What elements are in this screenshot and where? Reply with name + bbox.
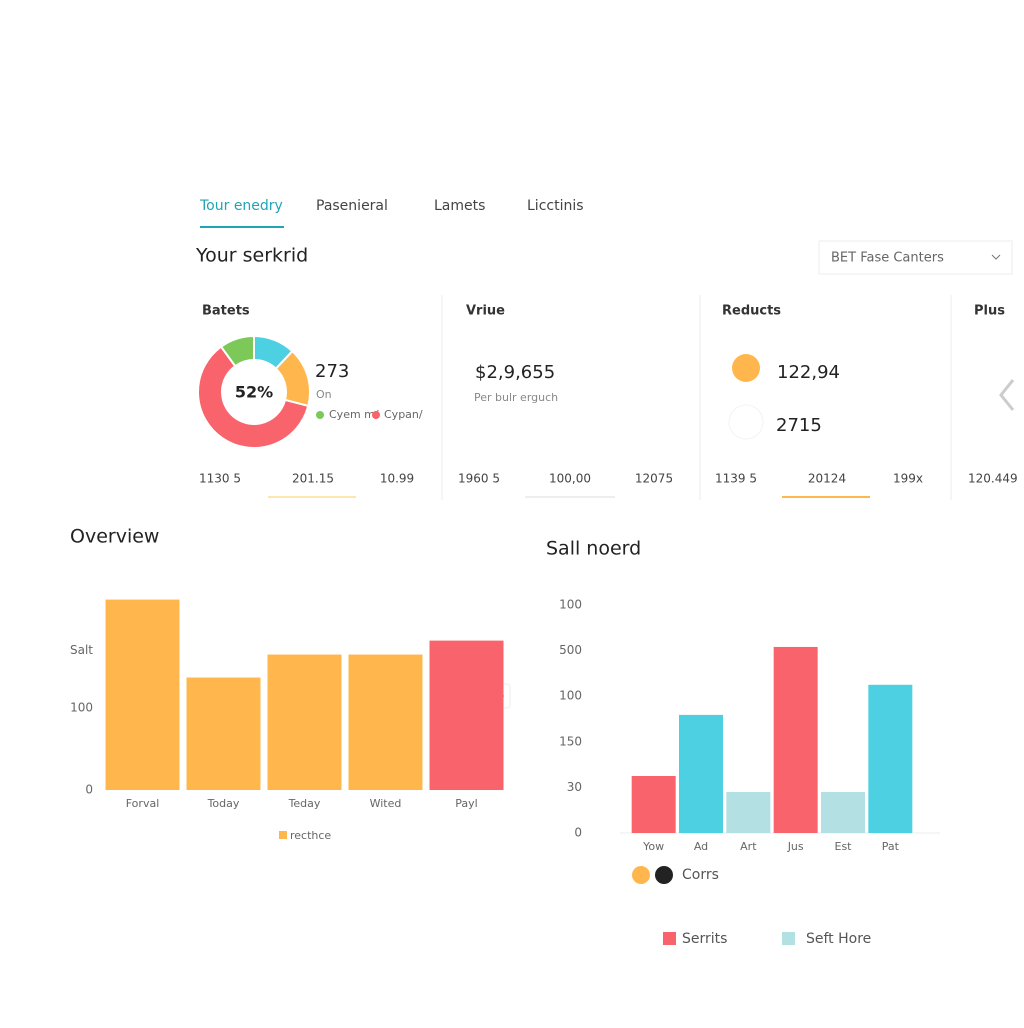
- y-tick-label: 0: [574, 826, 582, 840]
- legend-swatch: [663, 932, 676, 945]
- x-tick-label: Ad: [694, 840, 708, 853]
- legend-label: Cypan/: [384, 408, 423, 421]
- legend-dot: [655, 866, 673, 884]
- card-title: Vriue: [466, 304, 505, 319]
- legend-label: Serrits: [682, 931, 727, 947]
- donut-segment: [197, 345, 310, 449]
- card-title: Batets: [202, 304, 250, 319]
- legend-dot: [632, 866, 650, 884]
- icon: [732, 354, 760, 382]
- tab[interactable]: Lamets: [434, 198, 485, 214]
- y-tick-label: Salt: [70, 643, 93, 657]
- legend-swatch: [279, 831, 287, 839]
- dropdown-label: BET Fase Canters: [831, 251, 944, 266]
- card-value: 2715: [776, 415, 822, 436]
- y-tick-label: 100: [559, 689, 582, 703]
- bar: [186, 677, 261, 790]
- card-sub: Per bulr erguch: [474, 391, 558, 404]
- dividers: [441, 295, 952, 500]
- dropdown[interactable]: [818, 240, 1013, 275]
- y-tick-label: 30: [567, 780, 582, 794]
- card-value: 273: [315, 361, 349, 382]
- card-footer: 1139 5: [715, 472, 757, 486]
- tab[interactable]: Pasenieral: [316, 198, 388, 214]
- bar: [105, 599, 180, 790]
- x-tick-label: Jus: [787, 840, 804, 853]
- bar: [631, 776, 676, 833]
- legend-label: Corrs: [682, 867, 719, 883]
- card-footer: 12075: [635, 472, 673, 486]
- x-tick-label: Forval: [126, 797, 160, 810]
- bar: [429, 640, 504, 790]
- y-tick-label: 500: [559, 643, 582, 657]
- card-footer: 10.99: [380, 472, 414, 486]
- legend-label: Cyem m/: [329, 408, 379, 421]
- card-title: Plus: [974, 304, 1005, 319]
- card-footer: 120.449: [968, 472, 1018, 486]
- y-tick-label: 100: [70, 700, 93, 714]
- legend-swatch: [782, 932, 795, 945]
- bar: [679, 714, 723, 833]
- bar: [267, 654, 342, 790]
- card-value: $2,9,655: [475, 362, 555, 383]
- tab[interactable]: Licctinis: [527, 198, 584, 214]
- x-tick-label: Payl: [455, 797, 477, 810]
- card-sub: On: [316, 388, 332, 401]
- bar: [868, 684, 913, 833]
- y-tick-label: 150: [559, 734, 582, 748]
- heading: Your serkrid: [195, 245, 308, 267]
- x-tick-label: Art: [740, 840, 757, 853]
- x-tick-label: Yow: [642, 840, 664, 853]
- donut-segment: [219, 334, 255, 368]
- bar: [348, 654, 423, 790]
- y-tick-label: 100: [559, 598, 582, 612]
- card-footer: 100,00: [549, 472, 591, 486]
- x-tick-label: Pat: [882, 840, 900, 853]
- card-footer: 201.15: [292, 472, 334, 486]
- card-title: Reducts: [722, 304, 781, 319]
- donut-center: 52%: [235, 383, 273, 402]
- legend-label: Seft Hore: [806, 931, 871, 947]
- legend-dot: [372, 411, 380, 419]
- card-value: 122,94: [777, 362, 840, 383]
- bar: [773, 646, 818, 833]
- dropdown-arrow: [991, 254, 1001, 260]
- legend-dot: [316, 411, 324, 419]
- card-footer: 199x: [893, 472, 923, 486]
- tab[interactable]: Tour enedry: [199, 198, 283, 214]
- x-tick-label: Today: [207, 797, 240, 810]
- y-tick-label: 0: [85, 783, 93, 797]
- x-tick-label: Wited: [370, 797, 402, 810]
- x-tick-label: Teday: [288, 797, 321, 810]
- bar: [726, 791, 771, 833]
- card-footer: 1130 5: [199, 472, 241, 486]
- bar: [821, 791, 865, 833]
- card-footer: 1960 5: [458, 472, 500, 486]
- icon: [728, 404, 764, 440]
- card-footer: 20124: [808, 472, 846, 486]
- chart-title: Sall noerd: [546, 538, 641, 560]
- legend-label: recthce: [290, 829, 331, 842]
- chart-title: Overview: [70, 526, 159, 548]
- x-tick-label: Est: [835, 840, 853, 853]
- carousel-prev[interactable]: [999, 379, 1015, 411]
